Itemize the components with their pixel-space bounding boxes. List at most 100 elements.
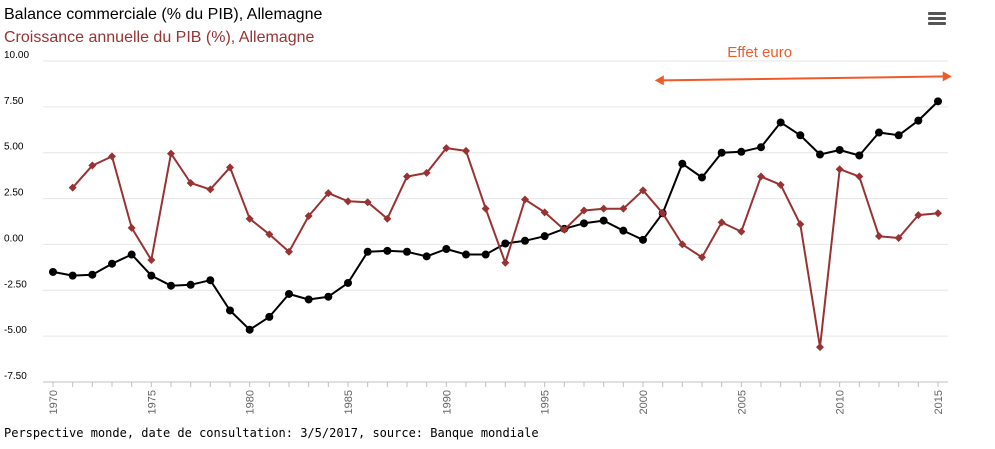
x-tick-label: 1970 bbox=[48, 390, 60, 414]
data-point-diamond bbox=[855, 172, 864, 181]
data-point-diamond bbox=[639, 186, 647, 195]
data-point-circle bbox=[127, 250, 136, 259]
y-tick-label: 2.50 bbox=[4, 188, 24, 199]
data-point-diamond bbox=[226, 163, 234, 172]
data-point-diamond bbox=[285, 247, 293, 256]
data-point-diamond bbox=[68, 183, 77, 192]
data-point-diamond bbox=[580, 206, 588, 215]
data-point-diamond bbox=[206, 185, 215, 194]
data-point-circle bbox=[717, 148, 726, 157]
series-line-2 bbox=[71, 147, 939, 349]
data-point-diamond bbox=[363, 198, 372, 207]
data-point-diamond bbox=[599, 204, 608, 213]
data-point-circle bbox=[639, 235, 647, 244]
data-point-diamond bbox=[245, 214, 254, 223]
hamburger-menu-icon[interactable] bbox=[928, 12, 946, 28]
data-point-circle bbox=[462, 250, 470, 259]
data-point-circle bbox=[108, 259, 116, 268]
data-point-diamond bbox=[914, 211, 923, 220]
data-point-diamond bbox=[521, 195, 529, 204]
data-point-diamond bbox=[796, 220, 805, 229]
data-point-circle bbox=[265, 312, 274, 321]
data-point-diamond bbox=[894, 234, 903, 243]
data-point-diamond bbox=[403, 172, 411, 181]
data-point-diamond bbox=[108, 152, 116, 161]
data-point-diamond bbox=[304, 211, 313, 220]
y-tick-label: -5.00 bbox=[4, 325, 27, 336]
data-point-diamond bbox=[324, 189, 333, 198]
data-point-circle bbox=[68, 271, 77, 280]
data-point-diamond bbox=[757, 172, 765, 181]
x-tick-label: 1985 bbox=[343, 390, 355, 414]
data-point-circle bbox=[619, 226, 628, 235]
data-point-circle bbox=[501, 239, 510, 248]
data-point-diamond bbox=[462, 146, 470, 155]
x-tick-label: 1975 bbox=[146, 390, 158, 414]
data-point-circle bbox=[363, 247, 372, 256]
data-point-circle bbox=[206, 276, 215, 285]
data-point-diamond bbox=[147, 256, 156, 265]
arrowhead-right-icon bbox=[942, 71, 952, 82]
data-point-circle bbox=[521, 236, 529, 245]
annotation-layer: Effet euro bbox=[654, 44, 952, 86]
data-point-circle bbox=[540, 232, 549, 241]
chart-title-series1: Balance commerciale (% du PIB), Allemagn… bbox=[4, 6, 323, 23]
data-point-diamond bbox=[619, 204, 628, 213]
series-line-1 bbox=[52, 100, 939, 331]
data-point-diamond bbox=[678, 240, 687, 249]
data-point-diamond bbox=[422, 168, 431, 177]
data-point-circle bbox=[757, 143, 765, 152]
data-point-circle bbox=[226, 306, 234, 315]
data-point-circle bbox=[855, 151, 864, 160]
source-note: Perspective monde, date de consultation:… bbox=[4, 426, 539, 440]
data-point-circle bbox=[599, 216, 608, 225]
data-point-circle bbox=[580, 219, 588, 228]
data-point-circle bbox=[914, 116, 923, 125]
data-point-diamond bbox=[698, 253, 706, 262]
x-tick-label: 2010 bbox=[835, 390, 847, 414]
data-point-diamond bbox=[835, 165, 844, 174]
data-point-circle bbox=[776, 118, 785, 127]
data-point-circle bbox=[875, 128, 883, 137]
data-point-diamond bbox=[127, 223, 136, 232]
y-tick-label: 5.00 bbox=[4, 142, 24, 153]
data-point-circle bbox=[934, 97, 942, 106]
chart-title-series2: Croissance annuelle du PIB (%), Allemagn… bbox=[4, 29, 315, 46]
data-point-circle bbox=[835, 145, 844, 154]
data-point-diamond bbox=[934, 209, 942, 218]
data-point-circle bbox=[481, 250, 490, 259]
x-tick-label: 2015 bbox=[933, 390, 945, 414]
grid-layer bbox=[43, 60, 948, 383]
annotation-arrow-line bbox=[660, 75, 946, 82]
x-tick-label: 1990 bbox=[441, 390, 453, 414]
data-point-circle bbox=[49, 267, 57, 276]
data-point-circle bbox=[383, 246, 392, 255]
data-point-circle bbox=[796, 131, 805, 140]
data-point-circle bbox=[698, 173, 706, 182]
annotation-label: Effet euro bbox=[727, 44, 792, 61]
data-point-circle bbox=[422, 252, 431, 261]
data-point-diamond bbox=[383, 214, 392, 223]
axis-layer: -7.50 -5.00 -2.50 0.00 2.50 5.00 7.50 10.00 1970… bbox=[4, 50, 948, 414]
data-point-circle bbox=[285, 289, 293, 298]
arrowhead-left-icon bbox=[654, 75, 664, 86]
data-point-circle bbox=[304, 295, 313, 304]
x-tick-label: 1980 bbox=[245, 390, 257, 414]
y-tick-label: -7.50 bbox=[4, 371, 27, 382]
data-point-circle bbox=[442, 245, 451, 254]
y-tick-label: 10.00 bbox=[4, 50, 29, 61]
data-point-circle bbox=[88, 270, 97, 279]
x-tick-label: 2005 bbox=[736, 390, 748, 414]
data-point-diamond bbox=[776, 180, 785, 189]
data-point-diamond bbox=[540, 208, 549, 217]
data-point-diamond bbox=[816, 343, 824, 352]
data-point-circle bbox=[324, 292, 333, 301]
data-point-circle bbox=[678, 159, 687, 168]
data-point-diamond bbox=[560, 225, 569, 234]
data-point-circle bbox=[245, 325, 254, 334]
data-point-circle bbox=[167, 281, 175, 290]
data-point-circle bbox=[186, 280, 195, 289]
data-point-circle bbox=[344, 278, 352, 287]
data-point-diamond bbox=[658, 209, 667, 218]
